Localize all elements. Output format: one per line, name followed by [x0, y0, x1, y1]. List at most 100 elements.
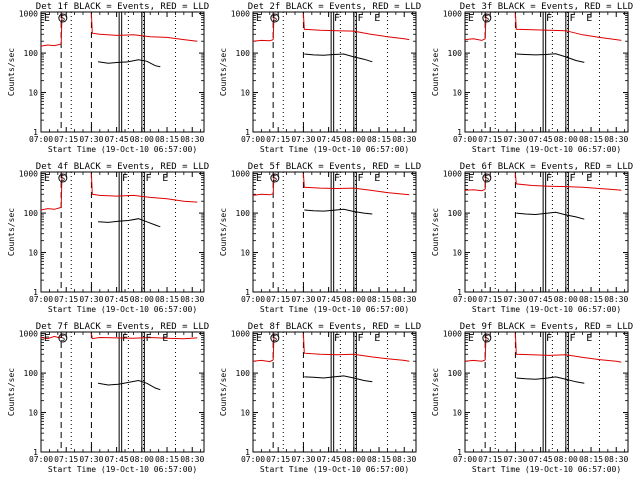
marker-label: E — [374, 13, 380, 24]
x-tick-label: 08:30 — [392, 135, 416, 144]
x-tick-label: 07:45 — [317, 295, 341, 304]
x-tick-label: 08:30 — [180, 135, 204, 144]
y-tick-label: 1000 — [19, 10, 38, 19]
marker-label: F — [546, 173, 552, 184]
x-tick-label: 07:15 — [478, 455, 502, 464]
x-tick-label: 07:45 — [529, 295, 553, 304]
x-tick-label: 07:30 — [79, 455, 103, 464]
y-tick-label: 1000 — [19, 330, 38, 339]
marker-label: E — [256, 13, 262, 24]
series-lld-line — [514, 333, 622, 363]
series-lld-line — [464, 188, 486, 192]
marker-label: E — [44, 13, 50, 24]
x-tick-label: 08:30 — [180, 455, 204, 464]
series-events-line — [516, 376, 585, 384]
marker-label: S — [272, 14, 277, 23]
x-tick-label: 07:30 — [291, 295, 315, 304]
marker-circle — [270, 13, 280, 23]
series-lld-line — [302, 13, 410, 41]
plot-frame — [464, 11, 629, 133]
series-lld-line — [484, 333, 487, 361]
x-tick-label: 08:15 — [579, 455, 603, 464]
x-tick-label: 08:00 — [554, 135, 578, 144]
x-axis-label: Start Time (19-Oct-10 06:57:00) — [260, 305, 409, 314]
panel-det-4: Det 4f BLACK = Events, RED = LLD 1 10 100 10… — [7, 162, 209, 314]
x-tick-label: 08:00 — [130, 135, 154, 144]
series-events-line — [98, 218, 161, 228]
y-tick-label: 1000 — [231, 330, 250, 339]
y-axis-label: Counts/sec — [431, 208, 440, 256]
series-lld-line — [464, 38, 486, 41]
x-axis-label: Start Time (19-Oct-10 06:57:00) — [48, 465, 197, 474]
panel-det-7: Det 7f BLACK = Events, RED = LLD 1 10 100 10… — [7, 322, 209, 474]
x-axis-label: Start Time (19-Oct-10 06:57:00) — [260, 145, 409, 154]
x-tick-label: 08:15 — [579, 295, 603, 304]
x-tick-label: 08:15 — [367, 295, 391, 304]
marker-circle — [482, 333, 492, 343]
plot-frame — [252, 171, 417, 293]
marker-label: E — [44, 333, 50, 344]
y-axis-label: Counts/sec — [7, 368, 16, 416]
series-lld-line — [272, 333, 275, 361]
panel-det-3: Det 3f BLACK = Events, RED = LLD 1 10 100 10… — [431, 2, 633, 154]
panel-det-6: Det 6f BLACK = Events, RED = LLD 1 10 100 10… — [431, 162, 633, 314]
plot-frame — [252, 11, 417, 133]
x-tick-label: 08:30 — [604, 135, 628, 144]
x-tick-label: 08:30 — [392, 455, 416, 464]
series-events-line — [98, 379, 161, 391]
marker-label: F — [570, 173, 576, 184]
marker-circle — [58, 333, 68, 343]
marker-label: E — [44, 173, 50, 184]
x-tick-label: 08:00 — [554, 295, 578, 304]
series-lld-line — [40, 206, 62, 211]
x-tick-label: 08:00 — [130, 455, 154, 464]
marker-label: F — [146, 333, 152, 344]
y-axis-label: Counts/sec — [431, 48, 440, 96]
series-lld-line — [60, 173, 63, 208]
y-tick-label: 1 — [457, 288, 462, 297]
marker-label: E — [256, 333, 262, 344]
y-tick-label: 10 — [240, 89, 250, 98]
y-tick-label: 1 — [33, 448, 38, 457]
panel-det-2: Det 2f BLACK = Events, RED = LLD 1 10 100 10… — [219, 2, 421, 154]
marker-label: E — [468, 333, 474, 344]
series-lld-line — [90, 333, 198, 340]
series-lld-line — [90, 173, 198, 203]
panel-det-9: Det 9f BLACK = Events, RED = LLD 1 10 100 10… — [431, 322, 633, 474]
y-tick-label: 1 — [457, 448, 462, 457]
marker-label: E — [586, 173, 592, 184]
y-tick-label: 1000 — [231, 170, 250, 179]
marker-label: E — [256, 173, 262, 184]
marker-label: F — [334, 333, 340, 344]
y-tick-label: 10 — [28, 249, 38, 258]
series-lld-line — [252, 39, 274, 42]
y-axis-label: Counts/sec — [7, 48, 16, 96]
plot-frame — [464, 331, 629, 453]
x-tick-label: 07:15 — [54, 135, 78, 144]
marker-label: S — [272, 334, 277, 343]
y-axis-label: Counts/sec — [219, 368, 228, 416]
y-tick-label: 10 — [452, 249, 462, 258]
x-tick-label: 07:45 — [529, 135, 553, 144]
marker-label: F — [546, 13, 552, 24]
marker-circle — [482, 173, 492, 183]
y-tick-label: 100 — [236, 49, 251, 58]
x-tick-label: 07:15 — [478, 295, 502, 304]
marker-label: S — [60, 334, 65, 343]
y-tick-label: 1 — [245, 288, 250, 297]
x-axis-label: Start Time (19-Oct-10 06:57:00) — [472, 465, 621, 474]
x-tick-label: 08:00 — [342, 135, 366, 144]
x-tick-label: 08:15 — [155, 295, 179, 304]
x-tick-label: 08:15 — [367, 455, 391, 464]
y-tick-label: 1 — [457, 128, 462, 137]
x-tick-label: 07:45 — [105, 295, 129, 304]
y-tick-label: 1000 — [443, 170, 462, 179]
x-tick-label: 07:30 — [503, 295, 527, 304]
y-tick-label: 100 — [24, 209, 39, 218]
marker-circle — [58, 173, 68, 183]
x-tick-label: 08:30 — [180, 295, 204, 304]
panel-det-8: Det 8f BLACK = Events, RED = LLD 1 10 100 10… — [219, 322, 421, 474]
series-lld-line — [302, 333, 410, 362]
x-tick-label: 08:00 — [342, 455, 366, 464]
